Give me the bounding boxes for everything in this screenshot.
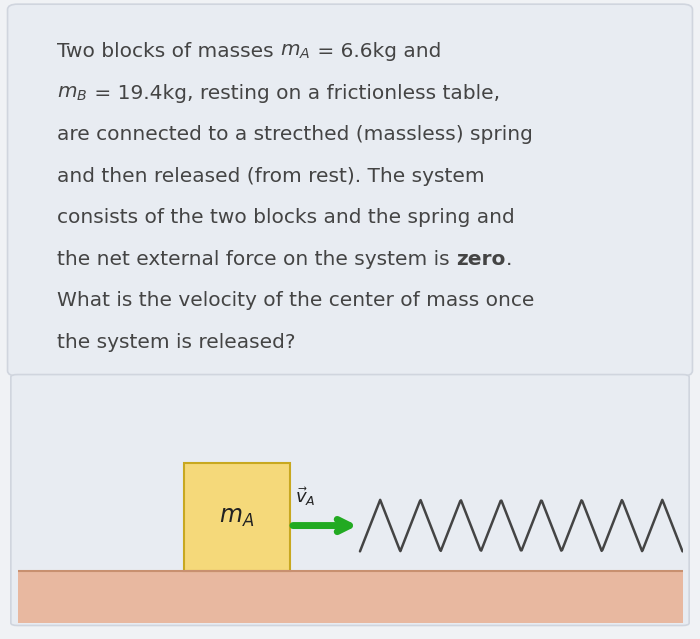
Text: $m_A$: $m_A$: [219, 505, 255, 529]
Text: the net external force on the system is: the net external force on the system is: [57, 250, 456, 268]
Text: = 19.4kg, resting on a frictionless table,: = 19.4kg, resting on a frictionless tabl…: [88, 84, 500, 103]
Bar: [18, 571, 682, 623]
Text: = 6.6kg and: = 6.6kg and: [311, 42, 441, 61]
Text: $\vec{v}_A$: $\vec{v}_A$: [295, 486, 316, 508]
Text: zero: zero: [456, 250, 506, 268]
FancyBboxPatch shape: [11, 374, 689, 626]
Text: Two blocks of masses: Two blocks of masses: [57, 42, 281, 61]
Bar: [183, 463, 290, 571]
Text: $m_A$: $m_A$: [281, 42, 311, 61]
Text: consists of the two blocks and the spring and: consists of the two blocks and the sprin…: [57, 208, 515, 227]
Text: .: .: [506, 250, 512, 268]
Text: are connected to a strecthed (massless) spring: are connected to a strecthed (massless) …: [57, 125, 533, 144]
Text: $m_B$: $m_B$: [57, 84, 88, 103]
FancyBboxPatch shape: [8, 4, 692, 376]
Text: What is the velocity of the center of mass once: What is the velocity of the center of ma…: [57, 291, 535, 310]
Text: and then released (from rest). The system: and then released (from rest). The syste…: [57, 167, 485, 186]
Text: the system is released?: the system is released?: [57, 333, 296, 351]
